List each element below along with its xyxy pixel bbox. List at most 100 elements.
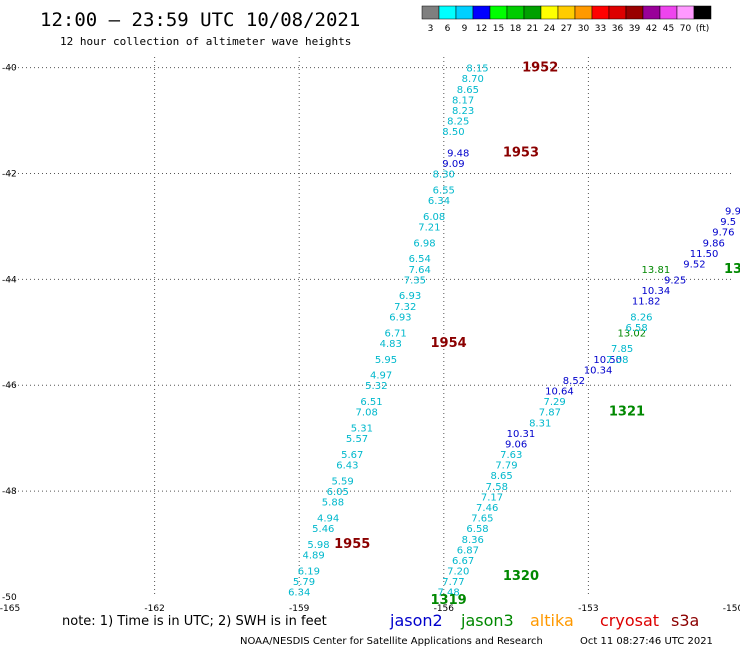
swh-value-jason2: 9.06 bbox=[505, 439, 527, 450]
colorbar-swatch bbox=[540, 5, 559, 20]
swh-value-jason2: 9.48 bbox=[447, 148, 469, 159]
colorbar-label: 39 bbox=[629, 24, 641, 34]
swh-value-cryosat: 6.34 bbox=[428, 196, 450, 207]
y-tick-label: -40 bbox=[2, 64, 17, 74]
swh-value-jason2: 9.86 bbox=[703, 238, 725, 249]
swh-value-jason2: 9.09 bbox=[442, 159, 464, 170]
swh-value-cryosat: 7.35 bbox=[404, 275, 426, 286]
colorbar-swatch bbox=[608, 5, 627, 20]
swh-value-jason2: 9.25 bbox=[664, 275, 686, 286]
swh-value-cryosat: 6.93 bbox=[399, 291, 421, 302]
swh-value-cryosat: 5.57 bbox=[346, 434, 368, 445]
swh-value-cryosat: 6.34 bbox=[288, 588, 310, 599]
colorbar-swatch bbox=[659, 5, 678, 20]
swh-value-cryosat: 5.46 bbox=[312, 524, 334, 535]
colorbar-swatch bbox=[455, 5, 474, 20]
swh-value-cryosat: 8.30 bbox=[433, 169, 455, 180]
swh-value-cryosat: 8.70 bbox=[462, 74, 484, 85]
swh-value-cryosat: 6.55 bbox=[433, 185, 455, 196]
colorbar-label: 27 bbox=[561, 24, 572, 34]
swh-value-cryosat: 7.87 bbox=[539, 408, 561, 419]
swh-value-cryosat: 6.87 bbox=[457, 545, 479, 556]
swh-value-cryosat: 7.08 bbox=[356, 408, 378, 419]
swh-value-cryosat: 6.05 bbox=[327, 487, 349, 498]
swh-value-cryosat: 4.97 bbox=[370, 371, 392, 382]
swh-value-cryosat: 6.71 bbox=[384, 328, 406, 339]
y-tick-label: -48 bbox=[2, 487, 17, 497]
swh-value-cryosat: 8.31 bbox=[529, 418, 551, 429]
x-tick-label: -153 bbox=[578, 604, 598, 614]
satellite-legend-s3a: s3a bbox=[671, 611, 699, 630]
x-tick-label: -150 bbox=[723, 604, 740, 614]
colorbar-label: 9 bbox=[462, 24, 468, 34]
pass-number-label: 1952 bbox=[522, 61, 558, 76]
swh-value-cryosat: 7.32 bbox=[394, 302, 416, 313]
swh-value-cryosat: 8.17 bbox=[452, 95, 474, 106]
satellite-legend-altika: altika bbox=[530, 611, 574, 630]
colorbar-label: 21 bbox=[527, 24, 538, 34]
swh-value-cryosat: 8.25 bbox=[447, 117, 469, 128]
wave-height-points: 9.099.489.99.59.769.8611.509.529.2510.34… bbox=[288, 64, 740, 599]
swh-value-cryosat: 5.95 bbox=[375, 355, 397, 366]
footer-timestamp: Oct 11 08:27:46 UTC 2021 bbox=[580, 636, 713, 647]
swh-value-jason2: 10.64 bbox=[545, 387, 574, 398]
swh-value-cryosat: 7.29 bbox=[544, 397, 566, 408]
swh-value-cryosat: 4.94 bbox=[317, 514, 339, 525]
colorbar-swatch bbox=[438, 5, 457, 20]
swh-value-jason2: 11.50 bbox=[690, 249, 719, 260]
swh-value-cryosat: 8.36 bbox=[462, 535, 484, 546]
colorbar-swatch bbox=[591, 5, 610, 20]
swh-value-cryosat: 8.15 bbox=[466, 64, 488, 75]
satellite-legend-jason3: jason3 bbox=[460, 611, 514, 630]
swh-value-cryosat: 7.77 bbox=[442, 577, 464, 588]
pass-number-label: 1953 bbox=[503, 145, 539, 160]
swh-value-jason3: 13.81 bbox=[642, 265, 671, 276]
y-tick-label: -44 bbox=[2, 275, 17, 285]
swh-value-cryosat: 6.58 bbox=[466, 524, 488, 535]
x-axis-ticks: -165 -162 -159 -156 -153 -150 bbox=[0, 604, 740, 614]
pass-number-label: 1955 bbox=[334, 537, 370, 552]
swh-value-cryosat: 8.23 bbox=[452, 106, 474, 117]
swh-value-jason2: 9.52 bbox=[683, 259, 705, 270]
swh-value-cryosat: 6.67 bbox=[452, 556, 474, 567]
x-tick-label: -162 bbox=[144, 604, 164, 614]
swh-value-cryosat: 6.98 bbox=[413, 238, 435, 249]
swh-value-cryosat: 6.19 bbox=[298, 567, 320, 578]
swh-value-cryosat: 7.17 bbox=[481, 492, 503, 503]
swh-value-jason2: 10.34 bbox=[642, 286, 671, 297]
colorbar-label: 12 bbox=[476, 24, 487, 34]
footer-note: note: 1) Time is in UTC; 2) SWH is in fe… bbox=[62, 614, 327, 629]
colorbar-label: 3 bbox=[428, 24, 434, 34]
swh-value-jason2: 9.9 bbox=[725, 207, 740, 218]
swh-value-cryosat: 4.83 bbox=[380, 339, 402, 350]
colorbar-swatch bbox=[642, 5, 661, 20]
swh-value-jason2: 10.34 bbox=[584, 365, 613, 376]
swh-value-cryosat: 8.50 bbox=[442, 127, 464, 138]
colorbar-swatch bbox=[676, 5, 695, 20]
colorbar-label: 24 bbox=[544, 24, 556, 34]
swh-value-cryosat: 5.98 bbox=[307, 540, 329, 551]
swh-value-cryosat: 5.79 bbox=[293, 577, 315, 588]
colorbar-swatch bbox=[625, 5, 644, 20]
swh-value-cryosat: 6.54 bbox=[409, 254, 431, 265]
plot-grid bbox=[10, 57, 733, 597]
swh-value-cryosat: 7.46 bbox=[476, 503, 498, 514]
swh-value-jason2: 9.5 bbox=[720, 217, 736, 228]
colorbar-swatch bbox=[523, 5, 542, 20]
x-tick-label: -165 bbox=[0, 604, 20, 614]
swh-value-cryosat: 6.58 bbox=[625, 323, 647, 334]
swh-value-cryosat: 6.08 bbox=[423, 212, 445, 223]
swh-value-cryosat: 7.65 bbox=[471, 514, 493, 525]
swh-value-cryosat: 5.31 bbox=[351, 424, 373, 435]
swh-value-jason3: 13.02 bbox=[617, 328, 646, 339]
colorbar-label: 70 bbox=[680, 24, 692, 34]
pass-labels: 1952 1953 1954 1955 13 1321 1320 1319 bbox=[334, 61, 740, 608]
swh-value-cryosat: 5.32 bbox=[365, 381, 387, 392]
colorbar-label: 42 bbox=[646, 24, 657, 34]
chart-subtitle: 12 hour collection of altimeter wave hei… bbox=[60, 35, 351, 48]
colorbar-label: (ft) bbox=[696, 24, 710, 34]
swh-value-cryosat: 8.65 bbox=[457, 85, 479, 96]
swh-value-cryosat: 5.67 bbox=[341, 450, 363, 461]
colorbar-label: 33 bbox=[595, 24, 606, 34]
